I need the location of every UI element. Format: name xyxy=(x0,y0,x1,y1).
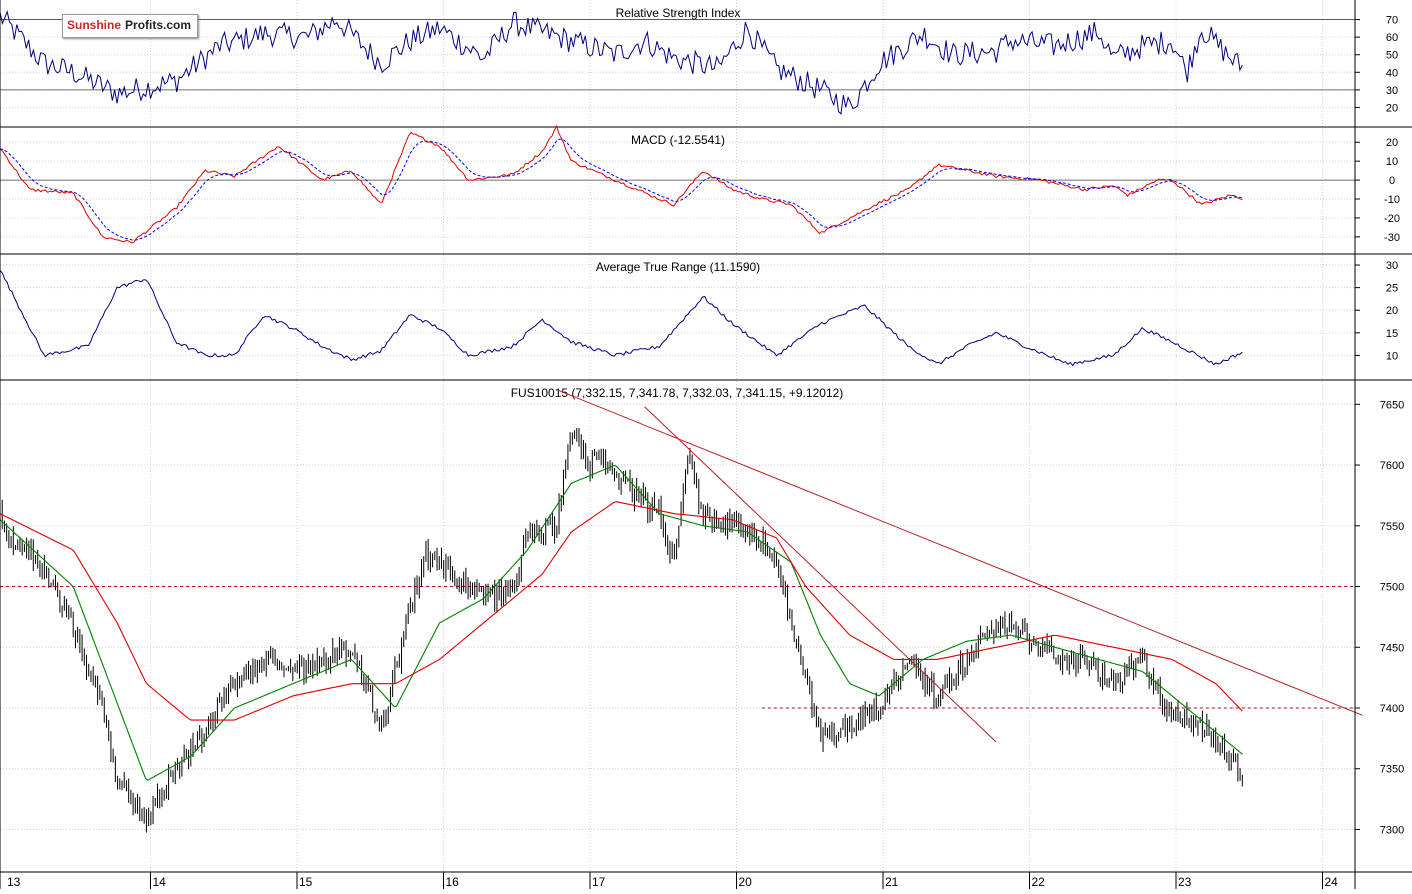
logo-part-1: Sunshine xyxy=(63,15,124,37)
y-tick-label: 15 xyxy=(1386,328,1398,340)
y-tick-label: 7650 xyxy=(1380,399,1404,411)
y-tick-label: 20 xyxy=(1386,137,1398,149)
x-tick-label: 24 xyxy=(1325,875,1339,889)
rsi-title: Relative Strength Index xyxy=(616,6,741,20)
atr-title: Average True Range (11.1590) xyxy=(596,260,760,274)
rsi-panel: 70 60 50 40 30 20 Relative Strength Index xyxy=(0,6,1412,128)
y-tick-label: 60 xyxy=(1386,32,1398,44)
trendline xyxy=(644,406,997,743)
x-tick-label: 14 xyxy=(153,875,167,889)
x-tick-label: 22 xyxy=(1032,875,1046,889)
atr-line xyxy=(0,270,1243,367)
macd-signal-line xyxy=(0,138,1243,241)
y-tick-label: 7550 xyxy=(1380,521,1404,533)
y-tick-label: 70 xyxy=(1386,15,1398,27)
y-tick-label: -30 xyxy=(1384,232,1400,244)
y-tick-label: 0 xyxy=(1389,175,1395,187)
y-tick-label: 10 xyxy=(1386,350,1398,362)
y-tick-label: 7400 xyxy=(1380,703,1404,715)
moving-average-slow xyxy=(0,501,1243,721)
x-tick-label: 15 xyxy=(299,875,313,889)
price-panel: 7650 7600 7550 7500 7450 7400 7350 7300 FUS10015… xyxy=(0,386,1412,889)
y-tick-label: 10 xyxy=(1386,156,1398,168)
trendline xyxy=(556,389,1363,716)
x-tick-label: 13 xyxy=(7,875,21,889)
y-tick-label: 50 xyxy=(1386,50,1398,62)
y-tick-label: -10 xyxy=(1384,194,1400,206)
y-tick-label: 7450 xyxy=(1380,642,1404,654)
x-tick-label: 16 xyxy=(446,875,460,889)
y-tick-label: 25 xyxy=(1386,283,1398,295)
moving-average-fast xyxy=(0,465,1243,781)
y-tick-label: 20 xyxy=(1386,305,1398,317)
y-tick-label: 7300 xyxy=(1380,824,1404,836)
macd-title: MACD (-12.5541) xyxy=(631,133,725,147)
atr-panel: 30 25 20 15 10 Average True Range (11.1590) xyxy=(0,260,1412,381)
sunshine-profits-logo[interactable]: Sunshine Profits.com xyxy=(62,14,199,38)
y-tick-label: 40 xyxy=(1386,67,1398,79)
y-tick-label: 30 xyxy=(1386,85,1398,97)
y-tick-label: -20 xyxy=(1384,213,1400,225)
x-tick-label: 20 xyxy=(739,875,753,889)
y-tick-label: 7350 xyxy=(1380,764,1404,776)
macd-panel: 20 10 0 -10 -20 -30 MACD (-12.5541) xyxy=(0,124,1412,255)
y-tick-label: 7500 xyxy=(1380,582,1404,594)
x-tick-label: 21 xyxy=(885,875,899,889)
rsi-line xyxy=(0,9,1243,115)
x-tick-label: 23 xyxy=(1178,875,1192,889)
x-tick-label: 17 xyxy=(592,875,606,889)
price-title: FUS10015 (7,332.15, 7,341.78, 7,332.03, … xyxy=(511,386,844,400)
logo-part-2: Profits.com xyxy=(123,15,198,37)
y-tick-label: 30 xyxy=(1386,260,1398,272)
y-tick-label: 7600 xyxy=(1380,460,1404,472)
y-tick-label: 20 xyxy=(1386,102,1398,114)
